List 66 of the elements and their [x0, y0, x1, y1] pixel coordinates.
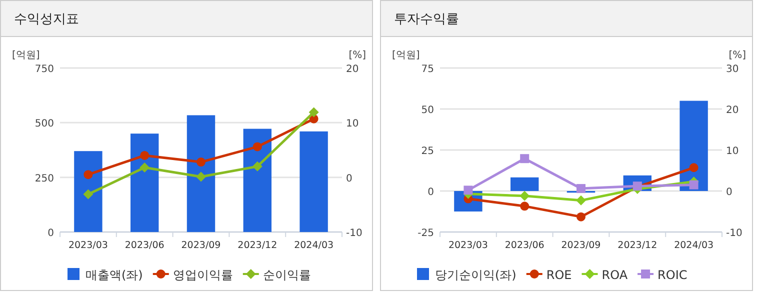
point: [196, 172, 206, 182]
y2-tick-label: -10: [726, 228, 742, 239]
point: [576, 195, 586, 206]
x-tick-label: 2023/09: [561, 240, 601, 251]
point: [689, 180, 698, 190]
y-axis-title: [억원]: [392, 50, 420, 61]
y-tick-label: 0: [48, 228, 54, 239]
point: [464, 186, 473, 195]
bar: [680, 100, 708, 191]
point: [84, 170, 93, 180]
point: [252, 142, 262, 152]
legend-label: 매출액(좌): [86, 268, 143, 282]
y2-tick-label: 20: [346, 64, 359, 75]
x-tick-label: 2023/03: [68, 240, 108, 251]
y2-tick-label: 30: [726, 64, 739, 75]
y-axis-title: [억원]: [12, 50, 40, 61]
bar: [243, 128, 272, 232]
legend-label: 영업이익률: [172, 268, 233, 282]
x-tick-label: 2023/09: [181, 240, 221, 251]
point: [576, 184, 586, 194]
point: [576, 212, 586, 222]
point: [252, 161, 262, 172]
y-tick-label: 500: [34, 118, 54, 130]
y-tick-label: -25: [418, 228, 434, 239]
legend-label: 당기순이익(좌): [435, 268, 516, 282]
x-tick-label: 2023/03: [448, 240, 488, 251]
point: [520, 190, 530, 201]
point: [140, 150, 150, 160]
bar: [510, 177, 539, 191]
x-tick-label: 2024/03: [294, 240, 334, 251]
point: [520, 154, 530, 164]
legend-label: ROE: [546, 268, 572, 282]
legend-label: 순이익률: [262, 268, 311, 282]
y2-tick-label: 10: [726, 146, 739, 157]
y2-axis-title: [%]: [348, 50, 366, 61]
point: [140, 162, 150, 172]
y-tick-label: 50: [421, 105, 434, 116]
chart-title: 투자수익률: [394, 12, 459, 27]
point: [520, 202, 530, 211]
x-tick-label: 2023/12: [618, 240, 658, 251]
x-tick-label: 2023/06: [124, 240, 164, 251]
y2-tick-label: 0: [346, 173, 352, 184]
y-tick-label: 750: [34, 64, 54, 75]
point: [83, 189, 94, 200]
y-tick-label: 0: [428, 187, 434, 198]
x-tick-label: 2023/12: [238, 240, 278, 251]
bar: [300, 131, 328, 232]
y2-tick-label: -10: [346, 228, 362, 239]
x-tick-label: 2024/03: [674, 240, 714, 251]
y2-tick-label: 10: [346, 118, 359, 130]
y-tick-label: 250: [34, 173, 54, 184]
point: [308, 107, 319, 118]
legend-label: ROIC: [658, 268, 688, 282]
y-tick-label: 25: [421, 146, 434, 157]
x-tick-label: 2023/06: [504, 240, 544, 251]
legend-label: ROA: [602, 268, 628, 282]
y-tick-label: 75: [421, 64, 434, 75]
bar: [186, 115, 216, 232]
point: [196, 158, 206, 167]
y2-tick-label: 20: [726, 105, 739, 116]
chart-title: 수익성지표: [14, 12, 79, 27]
point: [689, 163, 698, 172]
y2-tick-label: 0: [726, 187, 732, 198]
bar: [74, 151, 102, 232]
bar: [130, 134, 159, 232]
y2-axis-title: [%]: [728, 50, 746, 61]
